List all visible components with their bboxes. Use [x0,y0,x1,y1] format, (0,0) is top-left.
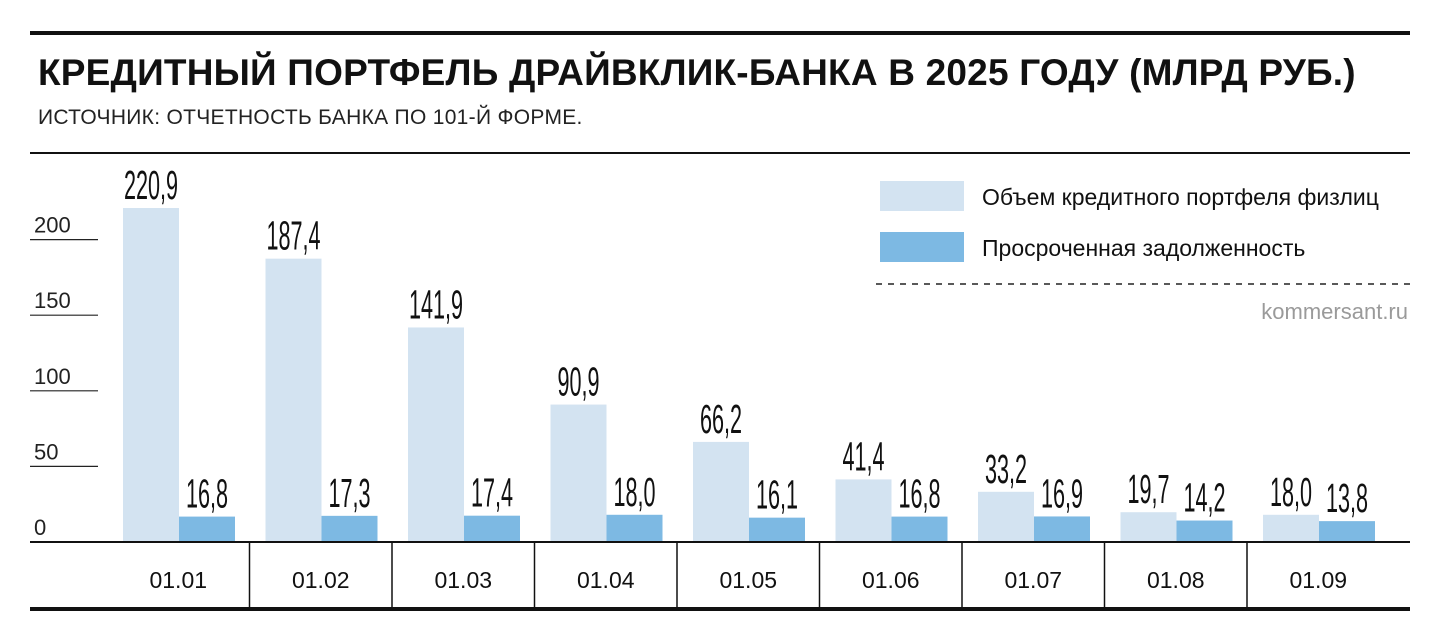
legend-swatch-0 [880,181,964,211]
chart-subtitle: ИСТОЧНИК: ОТЧЕТНОСТЬ БАНКА ПО 101-Й ФОРМ… [38,106,583,129]
y-tick-label-200: 200 [34,213,71,238]
loan-portfolio-bar-01.09 [1263,514,1319,542]
overdue-debt-bar-01.06 [891,516,948,542]
loan-portfolio-value-01.04: 90,9 [557,359,599,404]
chart-title: КРЕДИТНЫЙ ПОРТФЕЛЬ ДРАЙВКЛИК-БАНКА В 202… [38,52,1356,93]
header-divider [30,152,1410,154]
y-tick-label-100: 100 [34,364,71,389]
overdue-debt-bar-01.08 [1176,520,1233,542]
overdue-debt-value-01.09: 13,8 [1326,476,1368,521]
overdue-debt-value-01.01: 16,8 [186,471,228,516]
loan-portfolio-bar-01.08 [1120,512,1177,542]
y-tick-label-0: 0 [34,515,46,540]
loan-portfolio-value-01.05: 66,2 [700,397,742,442]
y-tick-label-50: 50 [34,439,58,464]
overdue-debt-bar-01.04 [606,514,663,542]
loan-portfolio-value-01.03: 141,9 [409,282,463,327]
bottom-rule [30,607,1410,611]
overdue-debt-bar-01.02 [321,515,378,542]
top-rule [30,31,1410,35]
source-watermark: kommersant.ru [1261,299,1408,324]
loan-portfolio-bar-01.05 [693,441,749,542]
x-tick-label-01.03: 01.03 [434,567,492,593]
legend-label-0: Объем кредитного портфеля физлиц [982,184,1379,210]
x-tick-label-01.08: 01.08 [1147,567,1205,593]
overdue-debt-bar-01.07 [1034,516,1090,542]
x-tick-label-01.02: 01.02 [292,567,350,593]
overdue-debt-value-01.02: 17,3 [328,471,370,516]
overdue-debt-value-01.06: 16,8 [898,471,940,516]
overdue-debt-value-01.03: 17,4 [471,471,513,516]
loan-portfolio-bar-01.06 [835,479,892,542]
x-tick-label-01.09: 01.09 [1289,567,1347,593]
x-tick-label-01.01: 01.01 [149,567,207,593]
legend-swatch-1 [880,232,964,262]
overdue-debt-value-01.05: 16,1 [756,472,798,517]
loan-portfolio-value-01.01: 220,9 [124,163,178,208]
overdue-debt-bar-01.09 [1319,521,1375,542]
loan-portfolio-value-01.06: 41,4 [842,434,884,479]
overdue-debt-value-01.07: 16,9 [1041,471,1083,516]
overdue-debt-bar-01.01 [179,516,235,542]
loan-portfolio-value-01.09: 18,0 [1270,470,1312,515]
loan-portfolio-bar-01.02 [265,258,322,542]
loan-portfolio-bar-01.07 [978,491,1034,542]
loan-portfolio-bar-01.03 [408,327,464,542]
overdue-debt-value-01.04: 18,0 [613,470,655,515]
loan-portfolio-bar-01.04 [550,404,607,542]
x-tick-label-01.04: 01.04 [577,567,635,593]
x-tick-label-01.05: 01.05 [719,567,777,593]
overdue-debt-value-01.08: 14,2 [1183,475,1225,520]
y-tick-label-150: 150 [34,288,71,313]
x-tick-label-01.07: 01.07 [1004,567,1062,593]
loan-portfolio-value-01.07: 33,2 [985,447,1027,492]
overdue-debt-bar-01.05 [749,517,805,542]
loan-portfolio-value-01.02: 187,4 [266,213,320,258]
overdue-debt-bar-01.03 [464,515,520,542]
loan-portfolio-value-01.08: 19,7 [1127,467,1169,512]
legend-label-1: Просроченная задолженность [982,235,1305,261]
loan-portfolio-bar-01.01 [123,208,179,542]
x-tick-label-01.06: 01.06 [862,567,920,593]
